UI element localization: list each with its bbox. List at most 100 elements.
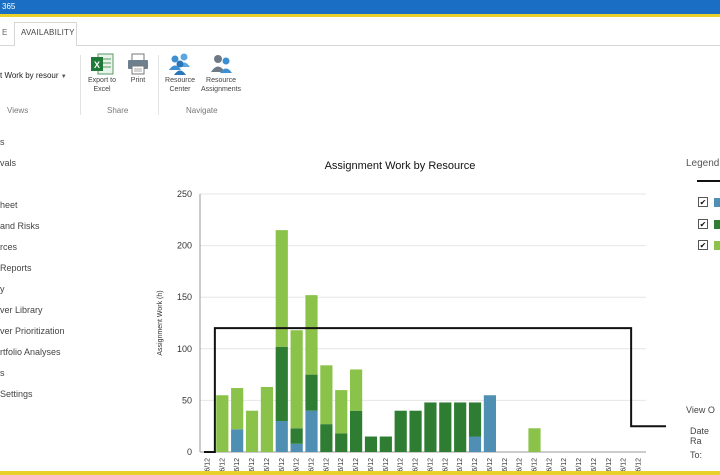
group-label-navigate: Navigate — [186, 106, 218, 115]
x-tick-label: 6/12 — [427, 458, 434, 471]
bar-segment — [231, 388, 244, 430]
nav-item[interactable]: rtfolio Analyses — [0, 347, 61, 357]
x-tick-label: 6/12 — [502, 458, 509, 471]
bar-segment — [275, 230, 288, 347]
nav-item[interactable]: y — [0, 284, 5, 294]
y-tick-label: 50 — [182, 395, 192, 405]
y-axis-label: Assignment Work (h) — [157, 290, 164, 355]
legend-checkbox[interactable]: ✔ — [698, 197, 708, 207]
bar-segment — [320, 365, 333, 425]
legend-title: Legend — [686, 158, 720, 169]
legend-swatch — [714, 241, 720, 250]
bar-segment — [350, 410, 363, 452]
export-to-excel-button[interactable]: X Export to Excel — [79, 52, 125, 94]
resource-center-label-2: Center — [169, 86, 191, 93]
nav-item[interactable]: vals — [0, 158, 17, 168]
x-tick-label: 6/12 — [204, 458, 211, 471]
tab-availability[interactable]: AVAILABILITY — [21, 28, 75, 37]
bar-segment — [439, 402, 452, 452]
print-label: Print — [130, 77, 146, 84]
bar-segment — [290, 330, 303, 429]
y-tick-label: 250 — [177, 189, 192, 199]
nav-item[interactable]: Reports — [0, 263, 32, 273]
bar-segment — [335, 390, 348, 434]
x-tick-label: 6/12 — [636, 458, 643, 471]
resource-assignments-icon — [208, 52, 234, 76]
date-range-label: Date Ra — [690, 426, 710, 446]
x-tick-label: 6/12 — [576, 458, 583, 471]
ribbon-tabs: E AVAILABILITY — [0, 20, 720, 47]
x-tick-label: 6/12 — [368, 458, 375, 471]
legend-swatch — [714, 220, 720, 229]
legend-row[interactable]: ✔ — [698, 219, 720, 231]
bar-segment — [275, 346, 288, 422]
x-tick-label: 6/12 — [219, 458, 226, 471]
bar-segment — [305, 374, 318, 411]
nav-item[interactable]: Settings — [0, 389, 33, 399]
view-options-label: View O — [686, 405, 715, 415]
nav-item[interactable]: ver Library — [0, 305, 43, 315]
x-tick-label: 6/12 — [621, 458, 628, 471]
views-dropdown[interactable]: t Work by resour ▼ — [0, 71, 67, 80]
bar-segment — [379, 436, 392, 452]
tab-e[interactable]: E — [2, 28, 8, 37]
nav-item[interactable]: s — [0, 368, 5, 378]
x-tick-label: 6/12 — [279, 458, 286, 471]
nav-item[interactable]: heet — [0, 200, 18, 210]
bar-segment — [320, 424, 333, 452]
app-title: 365 — [2, 2, 16, 11]
nav-item[interactable]: rces — [0, 242, 18, 252]
x-tick-label: 6/12 — [323, 458, 330, 471]
export-to-excel-label-1: Export to — [87, 77, 116, 84]
legend-row[interactable]: ✔ — [698, 197, 720, 209]
ribbon-divider — [80, 55, 81, 115]
legend-checkbox[interactable]: ✔ — [698, 219, 708, 229]
bar-segment — [468, 436, 482, 452]
bar-segment — [231, 429, 244, 452]
x-tick-label: 6/12 — [591, 458, 598, 471]
bar-segment — [216, 395, 229, 452]
legend-row[interactable]: ✔ — [698, 240, 720, 252]
bar-segment — [290, 443, 303, 452]
nav-item[interactable]: and Risks — [0, 221, 40, 231]
bar-segment — [409, 410, 422, 452]
bar-segment — [394, 410, 407, 452]
x-tick-label: 6/12 — [294, 458, 301, 471]
group-label-views: Views — [7, 106, 29, 115]
x-tick-label: 6/12 — [532, 458, 539, 471]
x-tick-label: 6/12 — [517, 458, 524, 471]
nav-item[interactable]: s — [0, 137, 5, 147]
legend-swatch — [714, 198, 720, 207]
bar-segment — [454, 402, 467, 452]
bar-segment — [424, 402, 437, 452]
resource-assignments-button[interactable]: Resource Assignments — [198, 52, 244, 94]
bar-segment — [335, 433, 348, 452]
ribbon-divider — [158, 55, 159, 115]
bar-segment — [483, 395, 496, 452]
to-label: To: — [690, 450, 703, 460]
x-tick-label: 6/12 — [457, 458, 464, 471]
x-tick-label: 6/12 — [398, 458, 405, 471]
bar-segment — [350, 369, 363, 411]
x-tick-label: 6/12 — [383, 458, 390, 471]
export-to-excel-label-2: Excel — [93, 86, 111, 93]
print-button[interactable]: Print — [115, 52, 161, 85]
y-tick-label: 100 — [177, 344, 192, 354]
x-tick-label: 6/12 — [309, 458, 316, 471]
title-bar: 365 — [0, 0, 720, 17]
x-tick-label: 6/12 — [338, 458, 345, 471]
bottom-accent-bar — [0, 471, 720, 475]
x-tick-label: 6/12 — [413, 458, 420, 471]
resource-center-icon — [167, 52, 193, 76]
printer-icon — [125, 52, 151, 76]
svg-text:X: X — [94, 60, 100, 70]
nav-item[interactable]: ver Prioritization — [0, 326, 65, 336]
resource-center-button[interactable]: Resource Center — [157, 52, 203, 94]
x-tick-label: 6/12 — [472, 458, 479, 471]
bar-segment — [528, 428, 541, 452]
ribbon — [0, 46, 720, 118]
x-tick-label: 6/12 — [264, 458, 271, 471]
x-tick-label: 6/12 — [606, 458, 613, 471]
bar-segment — [275, 421, 288, 452]
legend-checkbox[interactable]: ✔ — [698, 240, 708, 250]
